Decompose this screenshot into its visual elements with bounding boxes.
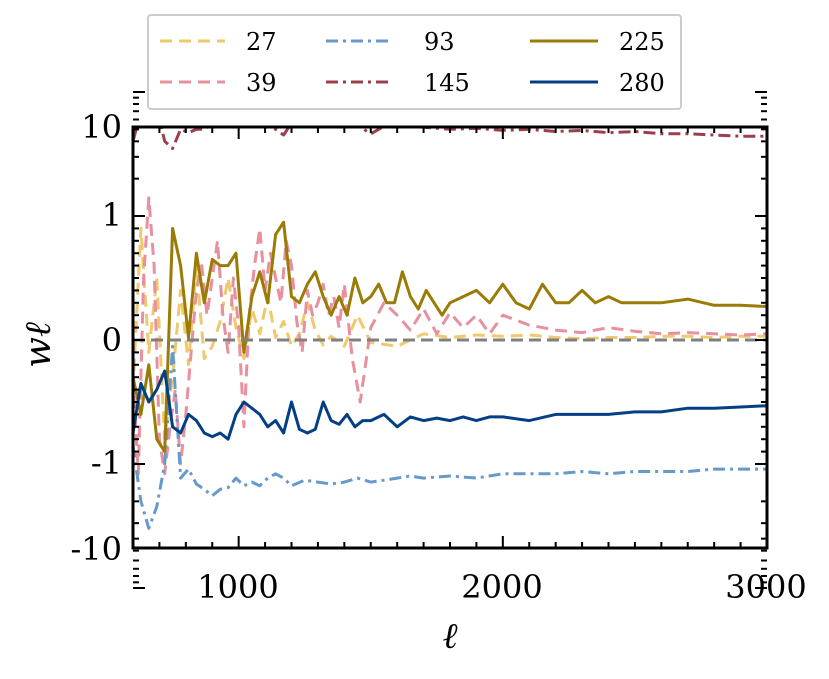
legend-box [147,14,682,110]
y-tick-label-neg1: -1 [91,444,122,482]
y-tick-label-neg10: -10 [70,530,122,568]
x-tick-label-1000: 1000 [197,568,278,606]
legend-label-145: 145 [424,69,470,97]
series-line-280 [133,369,767,441]
y-axis-label: wℓ [18,322,59,368]
x-tick-label-3000: 3000 [725,568,806,606]
x-axis-label: ℓ [443,616,458,657]
y-tick-label-10: 10 [81,108,122,146]
y-tick-label-0: 0 [102,321,122,359]
legend-label-225: 225 [619,28,665,56]
legend-label-27: 27 [246,28,277,56]
series-layer [133,127,767,530]
legend-label-39: 39 [246,69,277,97]
series-line-39 [133,196,767,476]
y-tick-label-1: 1 [102,196,122,234]
plot-frame [131,125,769,550]
legend-label-280: 280 [619,69,665,97]
series-line-27 [133,226,767,441]
legend-label-93: 93 [424,28,455,56]
x-tick-label-2000: 2000 [461,568,542,606]
series-line-225 [133,220,767,454]
